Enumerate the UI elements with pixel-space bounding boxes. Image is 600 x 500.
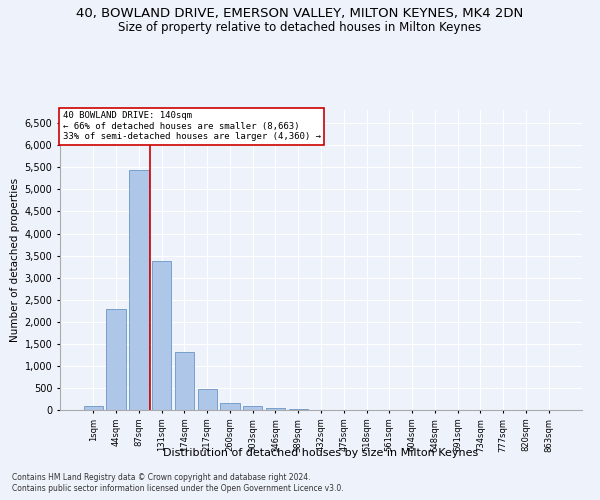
Bar bbox=[175, 352, 194, 410]
Bar bbox=[152, 261, 172, 410]
Bar bbox=[266, 408, 285, 410]
Text: 40 BOWLAND DRIVE: 140sqm
← 66% of detached houses are smaller (8,663)
33% of sem: 40 BOWLAND DRIVE: 140sqm ← 66% of detach… bbox=[62, 112, 320, 142]
Bar bbox=[220, 403, 239, 410]
Bar bbox=[129, 170, 149, 410]
Bar bbox=[106, 310, 126, 410]
Bar bbox=[243, 406, 262, 410]
Text: Contains HM Land Registry data © Crown copyright and database right 2024.: Contains HM Land Registry data © Crown c… bbox=[12, 472, 311, 482]
Text: Distribution of detached houses by size in Milton Keynes: Distribution of detached houses by size … bbox=[163, 448, 479, 458]
Bar bbox=[197, 389, 217, 410]
Text: 40, BOWLAND DRIVE, EMERSON VALLEY, MILTON KEYNES, MK4 2DN: 40, BOWLAND DRIVE, EMERSON VALLEY, MILTO… bbox=[76, 8, 524, 20]
Bar bbox=[84, 406, 103, 410]
Text: Contains public sector information licensed under the Open Government Licence v3: Contains public sector information licen… bbox=[12, 484, 344, 493]
Text: Size of property relative to detached houses in Milton Keynes: Size of property relative to detached ho… bbox=[118, 21, 482, 34]
Y-axis label: Number of detached properties: Number of detached properties bbox=[10, 178, 20, 342]
Bar bbox=[289, 408, 308, 410]
